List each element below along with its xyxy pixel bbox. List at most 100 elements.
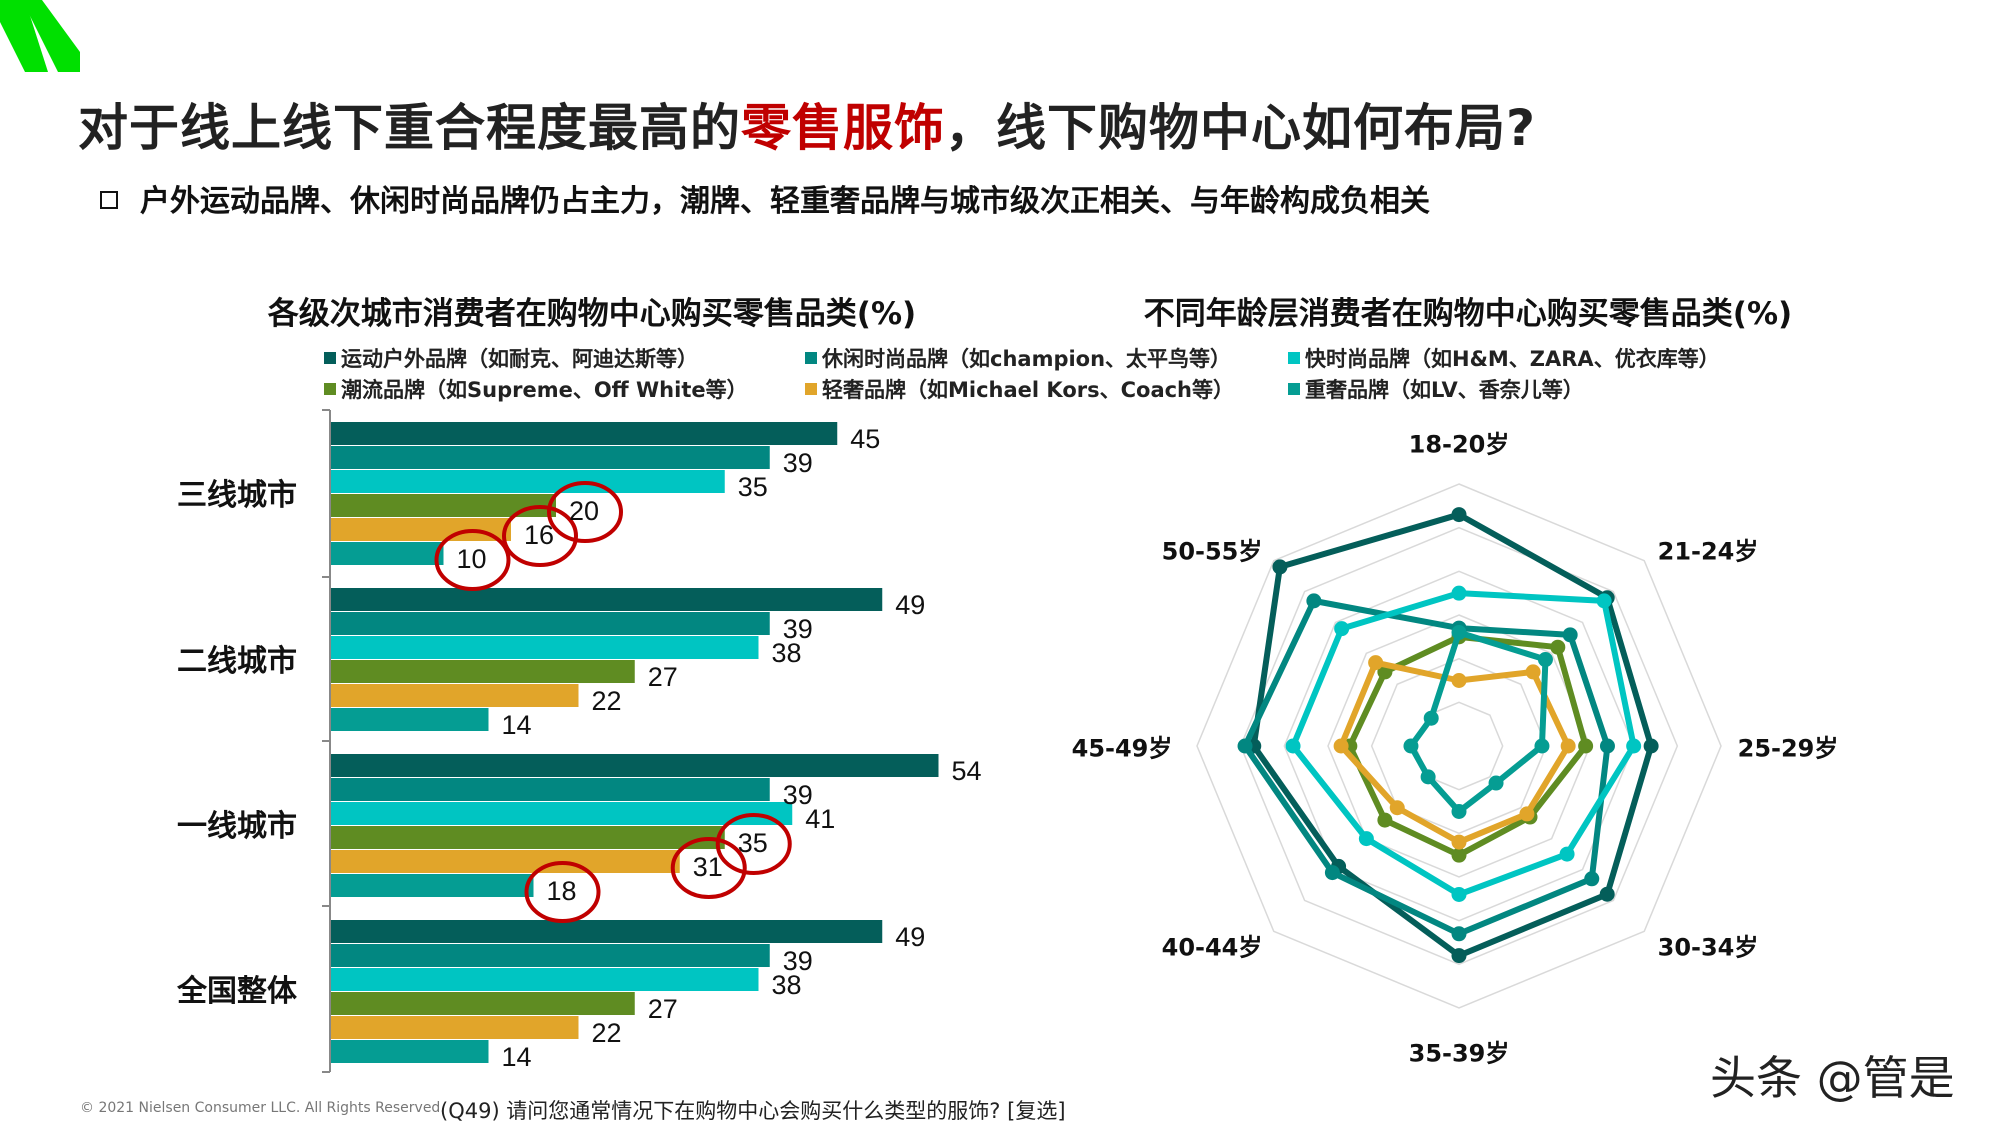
category-label: 全国整体 bbox=[177, 974, 297, 1009]
radar-axis-label: 40-44岁 bbox=[1161, 933, 1263, 962]
radar-point bbox=[1560, 738, 1576, 754]
legend-item: 快时尚品牌（如H&M、ZARA、优衣库等） bbox=[1288, 343, 1720, 373]
legend-item: 潮流品牌（如Supreme、Off White等） bbox=[324, 374, 748, 404]
radar-point bbox=[1423, 710, 1439, 726]
bar-value-label: 35 bbox=[737, 472, 768, 502]
bar-value-label: 27 bbox=[647, 994, 678, 1024]
bar bbox=[331, 708, 489, 731]
radar-grid-ring bbox=[1283, 570, 1635, 922]
radar-point bbox=[1626, 738, 1642, 754]
bar bbox=[331, 992, 635, 1015]
radar-point bbox=[1584, 871, 1600, 887]
radar-point bbox=[1272, 559, 1288, 575]
bar bbox=[331, 778, 770, 801]
bar-value-label: 14 bbox=[501, 710, 532, 740]
legend-label: 运动户外品牌（如耐克、阿迪达斯等） bbox=[341, 347, 698, 371]
bar bbox=[331, 826, 725, 849]
radar-point bbox=[1324, 865, 1340, 881]
bar bbox=[331, 874, 534, 897]
radar-point bbox=[1237, 738, 1253, 754]
radar-point bbox=[1451, 847, 1467, 863]
bar-value-label: 35 bbox=[737, 828, 768, 858]
bar-chart-title: 各级次城市消费者在购物中心购买零售品类(%) bbox=[267, 296, 917, 332]
title-text: 对于线上线下重合程度最高的 bbox=[78, 99, 741, 157]
bar-value-label: 38 bbox=[771, 970, 802, 1000]
copyright: © 2021 Nielsen Consumer LLC. All Rights … bbox=[80, 1100, 445, 1116]
legend-item: 休闲时尚品牌（如champion、太平鸟等） bbox=[805, 343, 1231, 373]
bar-value-label: 22 bbox=[591, 1018, 622, 1048]
nielsen-logo bbox=[0, 0, 80, 72]
radar-point bbox=[1368, 655, 1384, 671]
radar-point bbox=[1451, 834, 1467, 850]
bar-value-label: 49 bbox=[895, 922, 926, 952]
bar bbox=[331, 588, 883, 611]
legend-label: 快时尚品牌（如H&M、ZARA、优衣库等） bbox=[1305, 347, 1720, 371]
radar-point bbox=[1537, 652, 1553, 668]
title-highlight: 零售服饰 bbox=[741, 99, 945, 157]
bar-value-label: 49 bbox=[895, 590, 926, 620]
legend-swatch bbox=[324, 383, 336, 395]
radar-point bbox=[1451, 886, 1467, 902]
logo-stripe-1 bbox=[0, 0, 48, 72]
bar-value-label: 39 bbox=[782, 448, 813, 478]
radar-point bbox=[1599, 738, 1615, 754]
radar-point bbox=[1451, 507, 1467, 523]
radar-point bbox=[1358, 831, 1374, 847]
bar bbox=[331, 612, 770, 635]
legend-label: 潮流品牌（如Supreme、Off White等） bbox=[341, 378, 748, 402]
subtitle: 户外运动品牌、休闲时尚品牌仍占主力，潮牌、轻重奢品牌与城市级次正相关、与年龄构成… bbox=[100, 176, 1430, 220]
radar-axis-label: 45-49岁 bbox=[1071, 734, 1173, 763]
radar-point bbox=[1562, 627, 1578, 643]
bar bbox=[331, 470, 725, 493]
bar bbox=[331, 542, 444, 565]
bar bbox=[331, 802, 793, 825]
radar-point bbox=[1389, 800, 1405, 816]
radar-grid-ring bbox=[1239, 526, 1679, 966]
bar-value-label: 16 bbox=[524, 520, 555, 550]
radar-point bbox=[1578, 738, 1594, 754]
radar-point bbox=[1451, 624, 1467, 640]
legend-item: 运动户外品牌（如耐克、阿迪达斯等） bbox=[324, 343, 698, 373]
legend-label: 休闲时尚品牌（如champion、太平鸟等） bbox=[822, 347, 1232, 371]
subtitle-text: 户外运动品牌、休闲时尚品牌仍占主力，潮牌、轻重奢品牌与城市级次正相关、与年龄构成… bbox=[140, 184, 1430, 219]
radar-point bbox=[1451, 926, 1467, 942]
radar-point bbox=[1643, 738, 1659, 754]
radar-point bbox=[1534, 738, 1550, 754]
legend-swatch bbox=[805, 352, 817, 364]
bar bbox=[331, 684, 579, 707]
radar-axis-label: 50-55岁 bbox=[1161, 537, 1263, 566]
page-title: 对于线上线下重合程度最高的零售服饰，线下购物中心如何布局? bbox=[78, 88, 1536, 160]
bar-value-label: 31 bbox=[692, 852, 723, 882]
radar-point bbox=[1451, 673, 1467, 688]
radar-point bbox=[1550, 639, 1566, 655]
bar-value-label: 39 bbox=[782, 780, 813, 810]
legend-label: 重奢品牌（如LV、香奈儿等） bbox=[1305, 378, 1584, 402]
highlight-circle bbox=[502, 505, 578, 567]
bar bbox=[331, 850, 680, 873]
bar-value-label: 39 bbox=[782, 946, 813, 976]
bar-value-label: 41 bbox=[805, 804, 836, 834]
legend-item: 重奢品牌（如LV、香奈儿等） bbox=[1288, 374, 1584, 404]
radar-grid-ring bbox=[1327, 614, 1591, 878]
radar-point bbox=[1451, 585, 1467, 601]
bar-value-label: 14 bbox=[501, 1042, 532, 1072]
legend-swatch bbox=[805, 383, 817, 395]
radar-point bbox=[1377, 812, 1393, 828]
bar-value-label: 20 bbox=[569, 496, 600, 526]
bar bbox=[331, 920, 883, 943]
highlight-circle bbox=[434, 529, 511, 591]
radar-point bbox=[1525, 664, 1541, 680]
survey-question: (Q49) 请问您通常情况下在购物中心会购买什么类型的服饰? [复选] bbox=[440, 1099, 1066, 1123]
bar bbox=[331, 494, 556, 517]
bar-value-label: 10 bbox=[456, 544, 487, 574]
bar bbox=[331, 968, 759, 991]
bar-value-label: 39 bbox=[782, 614, 813, 644]
radar-axis-label: 30-34岁 bbox=[1657, 933, 1759, 962]
radar-point bbox=[1451, 948, 1467, 964]
bar bbox=[331, 660, 635, 683]
bar-value-label: 54 bbox=[951, 756, 982, 786]
radar-chart-title: 不同年龄层消费者在购物中心购买零售品类(%) bbox=[1143, 296, 1793, 332]
bullet-square-icon bbox=[100, 190, 118, 209]
bar-value-label: 22 bbox=[591, 686, 622, 716]
